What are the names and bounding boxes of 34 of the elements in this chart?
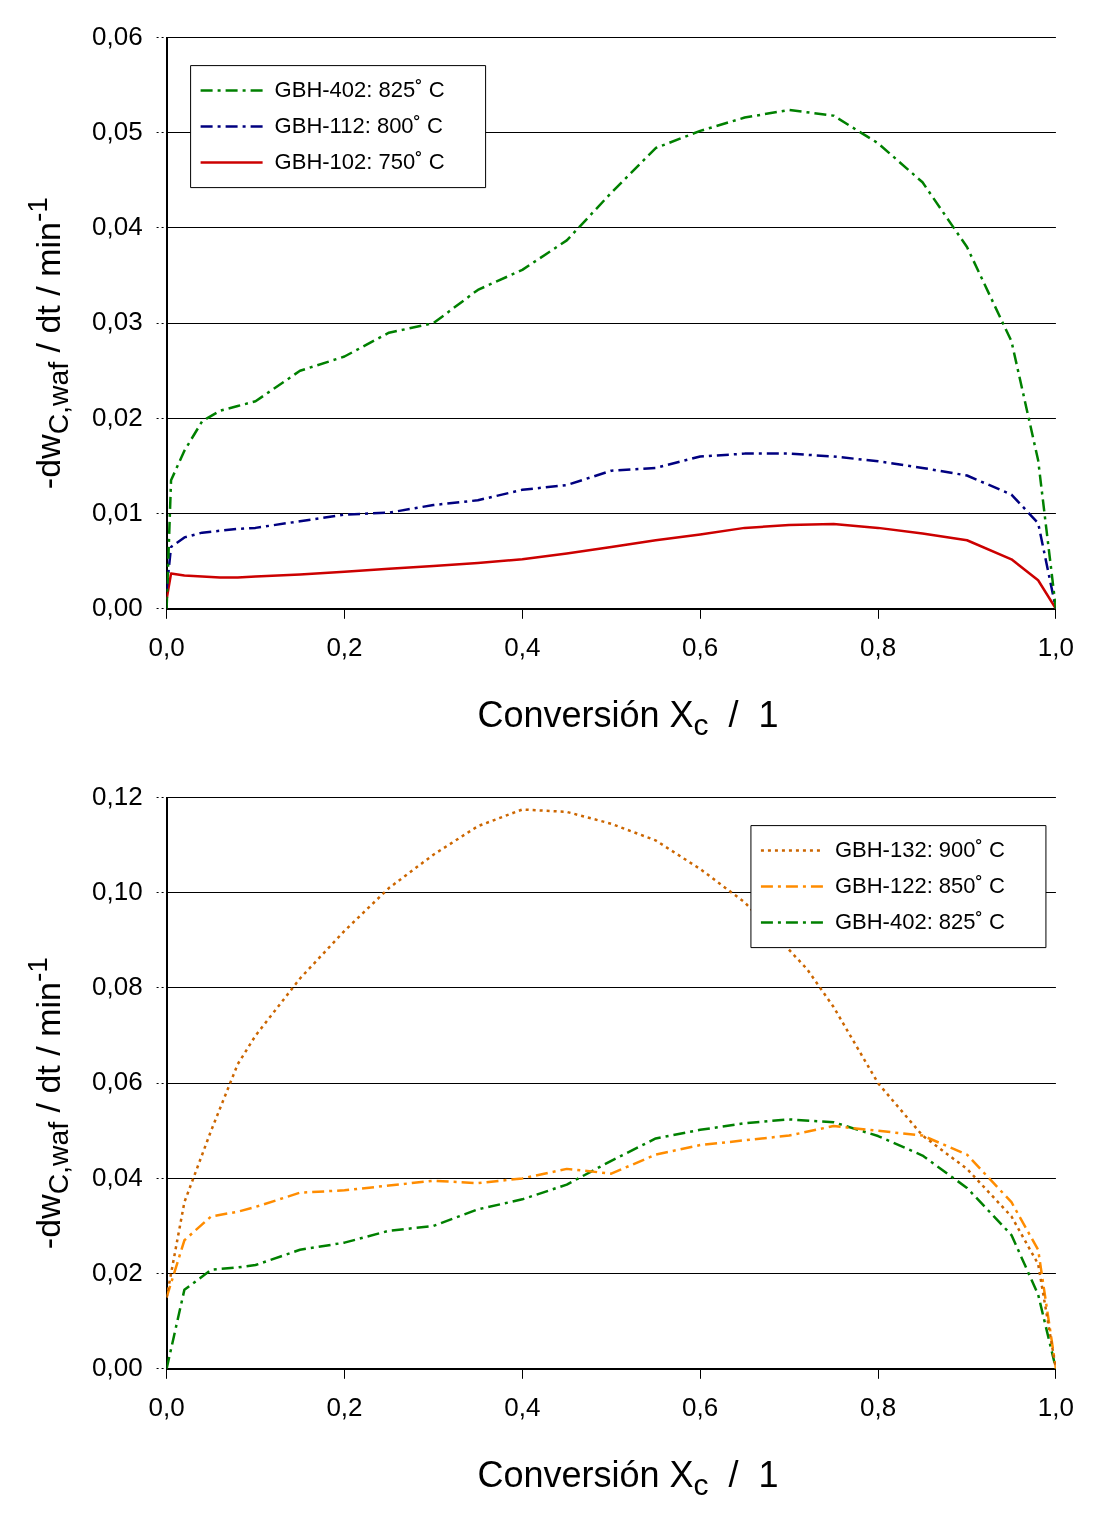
- x-tick-label: 1,0: [1037, 631, 1075, 662]
- x-axis-title: Conversión X$_{c}$ / 1: [477, 693, 779, 743]
- y-tick-label: 0,12: [91, 780, 143, 811]
- x-axis-title: Conversión X$_{c}$ / 1: [477, 1453, 779, 1503]
- x-tick-label: 0,8: [859, 1391, 897, 1422]
- legend-label: GBH-402: 825˚ C: [274, 76, 445, 102]
- y-tick-label: 0,08: [91, 971, 143, 1002]
- y-tick-label: 0,00: [91, 1351, 143, 1382]
- legend-label: GBH-122: 850˚ C: [834, 872, 1005, 898]
- y-tick-label: 0,04: [91, 1161, 143, 1192]
- legend-label: GBH-102: 750˚ C: [274, 148, 445, 174]
- x-tick-label: 0,6: [682, 1391, 719, 1422]
- x-tick-label: 0,2: [326, 1391, 363, 1422]
- y-tick-label: 0,10: [91, 875, 143, 906]
- legend-label: GBH-132: 900˚ C: [834, 836, 1005, 862]
- y-tick-label: 0,00: [91, 591, 143, 622]
- y-tick-label: 0,06: [91, 1066, 143, 1097]
- legend-label: GBH-112: 800˚ C: [274, 112, 444, 138]
- x-tick-label: 1,0: [1037, 1391, 1075, 1422]
- y-tick-label: 0,01: [91, 496, 143, 527]
- x-tick-label: 0,2: [326, 631, 363, 662]
- y-tick-label: 0,02: [91, 1256, 143, 1287]
- x-tick-label: 0,0: [148, 1391, 185, 1422]
- y-tick-label: 0,02: [91, 401, 143, 432]
- y-tick-label: 0,05: [91, 115, 143, 146]
- x-tick-label: 0,4: [504, 1391, 541, 1422]
- y-tick-label: 0,04: [91, 211, 143, 242]
- x-tick-label: 0,4: [504, 631, 541, 662]
- x-tick-label: 0,6: [682, 631, 719, 662]
- x-tick-label: 0,8: [859, 631, 897, 662]
- y-tick-label: 0,06: [91, 20, 143, 51]
- legend-label: GBH-402: 825˚ C: [834, 908, 1005, 934]
- y-tick-label: 0,03: [91, 306, 143, 337]
- x-tick-label: 0,0: [148, 631, 185, 662]
